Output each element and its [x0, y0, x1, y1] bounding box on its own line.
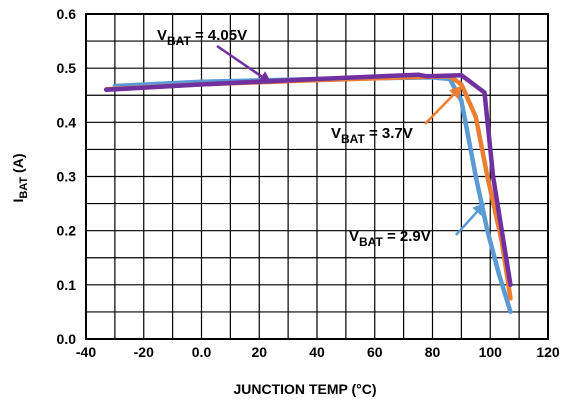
callout-vbat-2-9v: VBAT = 2.9V: [349, 228, 431, 249]
callout-vbat-2-9v-main: V: [349, 228, 359, 245]
grid: [85, 13, 549, 340]
plot-frame: [85, 13, 549, 340]
y-tick-label: 0.3: [57, 169, 77, 185]
y-axis-title-suffix: (A): [10, 153, 26, 176]
x-axis-title: JUNCTION TEMP (°C): [233, 381, 376, 397]
x-tick-label: 80: [425, 344, 441, 360]
y-axis-title-main: I: [10, 199, 26, 203]
y-tick-label: 0.4: [57, 114, 77, 130]
x-tick-label: 120: [536, 344, 560, 360]
callout-vbat-3-7v-main: V: [331, 125, 341, 142]
callout-vbat-4-05v-main: V: [157, 27, 167, 44]
callout-vbat-4-05v-value: = 4.05V: [191, 27, 247, 44]
x-axis-ticks: -40 -20 0.0 20 40 60 80 100 120: [76, 344, 560, 360]
x-tick-label: 100: [479, 344, 503, 360]
x-tick-label: -20: [134, 344, 154, 360]
y-axis-title-subscript: BAT: [18, 177, 30, 199]
x-tick-label: -40: [76, 344, 96, 360]
callout-vbat-3-7v: VBAT = 3.7V: [331, 125, 413, 146]
callout-vbat-3-7v-value: = 3.7V: [365, 125, 413, 142]
callout-arrow-2: [216, 44, 272, 84]
y-tick-label: 0.2: [57, 223, 77, 239]
callout-vbat-2-9v-value: = 2.9V: [383, 228, 431, 245]
y-axis-title: IBAT (A): [10, 153, 30, 202]
x-tick-label: 60: [367, 344, 383, 360]
x-tick-label: 0.0: [192, 344, 212, 360]
callout-vbat-3-7v-subscript: BAT: [341, 132, 365, 146]
y-tick-label: 0.1: [57, 277, 77, 293]
callout-vbat-4-05v-subscript: BAT: [167, 34, 191, 48]
y-tick-label: 0.5: [57, 60, 77, 76]
callout-vbat-2-9v-subscript: BAT: [359, 235, 383, 249]
y-axis-ticks: 0.0 0.1 0.2 0.3 0.4 0.5 0.6: [57, 6, 77, 347]
x-tick-label: 40: [309, 344, 325, 360]
arrow-layer: [216, 44, 486, 236]
callouts: VBAT = 4.05V VBAT = 3.7V VBAT = 2.9V: [157, 27, 431, 249]
y-tick-label: 0.0: [57, 331, 77, 347]
callout-arrow-1: [424, 85, 463, 125]
callout-arrow-0: [455, 202, 486, 236]
y-tick-label: 0.6: [57, 6, 77, 22]
callout-vbat-4-05v: VBAT = 4.05V: [157, 27, 247, 48]
x-tick-label: 20: [251, 344, 267, 360]
